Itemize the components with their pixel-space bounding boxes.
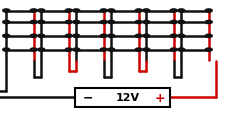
Circle shape <box>65 35 72 38</box>
Text: −: − <box>82 91 93 104</box>
Circle shape <box>135 49 142 52</box>
Text: 12V: 12V <box>116 93 140 102</box>
Circle shape <box>100 49 107 52</box>
Circle shape <box>135 21 142 24</box>
Circle shape <box>30 35 37 38</box>
Circle shape <box>135 35 142 38</box>
Circle shape <box>38 21 45 24</box>
Circle shape <box>135 10 142 13</box>
Circle shape <box>73 35 80 38</box>
Circle shape <box>170 49 177 52</box>
Circle shape <box>30 21 37 24</box>
Circle shape <box>100 10 107 13</box>
Text: +: + <box>155 91 165 104</box>
Circle shape <box>73 49 80 52</box>
Circle shape <box>170 10 177 13</box>
Circle shape <box>143 10 150 13</box>
Circle shape <box>108 49 115 52</box>
Circle shape <box>178 49 185 52</box>
Circle shape <box>108 21 115 24</box>
Circle shape <box>38 10 45 13</box>
Circle shape <box>108 35 115 38</box>
Circle shape <box>73 10 80 13</box>
Circle shape <box>143 49 150 52</box>
Circle shape <box>143 21 150 24</box>
Circle shape <box>30 49 37 52</box>
Circle shape <box>143 35 150 38</box>
Circle shape <box>178 35 185 38</box>
Circle shape <box>170 35 177 38</box>
Circle shape <box>3 10 10 13</box>
Circle shape <box>3 21 10 24</box>
Circle shape <box>38 49 45 52</box>
Circle shape <box>205 49 212 52</box>
Circle shape <box>65 49 72 52</box>
Circle shape <box>30 10 37 13</box>
Circle shape <box>3 35 10 38</box>
Circle shape <box>108 10 115 13</box>
Circle shape <box>73 21 80 24</box>
Circle shape <box>170 21 177 24</box>
Circle shape <box>205 10 212 13</box>
Circle shape <box>205 35 212 38</box>
FancyBboxPatch shape <box>75 88 170 107</box>
Circle shape <box>100 35 107 38</box>
Circle shape <box>205 21 212 24</box>
Circle shape <box>38 35 45 38</box>
Circle shape <box>65 21 72 24</box>
Circle shape <box>3 49 10 52</box>
Circle shape <box>65 10 72 13</box>
Circle shape <box>178 21 185 24</box>
Circle shape <box>100 21 107 24</box>
Circle shape <box>178 10 185 13</box>
